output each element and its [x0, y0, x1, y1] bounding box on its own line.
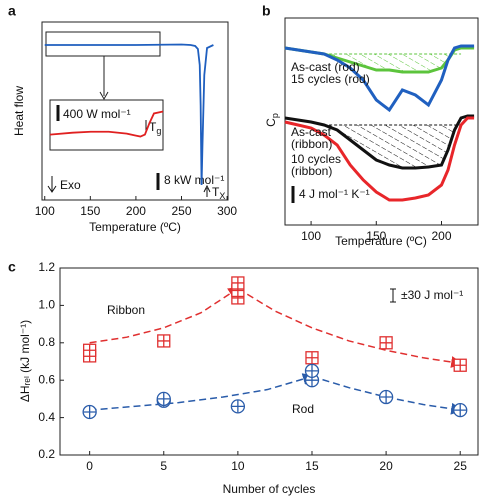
axes-frame: [59, 267, 479, 456]
x-tick-label: 0: [86, 459, 93, 473]
legend-label: As-cast (rod): [291, 60, 360, 74]
data-point: [453, 358, 467, 372]
marker-cross: [157, 392, 170, 405]
marker-cross: [380, 336, 393, 349]
cp-sub: p: [270, 113, 280, 118]
error-label: ±30 J mol⁻¹: [401, 288, 463, 302]
marker-cross: [157, 334, 170, 347]
x-axis-label: Number of cycles: [223, 482, 316, 496]
data-point: [378, 389, 394, 405]
marker-cross: [83, 344, 96, 357]
cp-line: [284, 116, 475, 202]
cp-line: [284, 44, 475, 113]
x-tick-label: 20: [379, 459, 393, 473]
relaxation-hatch: [324, 54, 452, 72]
x-tick-label: 150: [80, 204, 100, 218]
data-point: [230, 399, 246, 414]
x-tick-label: 300: [217, 204, 237, 218]
marker-cross: [454, 404, 467, 417]
exo-label: Exo: [60, 178, 81, 192]
y-tick-label: 0.8: [38, 335, 55, 349]
x-axis-label: Temperature (ºC): [89, 220, 181, 234]
y-axis-label: Cp: [264, 113, 280, 127]
cp-line: [284, 114, 475, 170]
trend-line: [311, 375, 464, 415]
marker-cross: [454, 359, 467, 372]
error-bar-glyph: [390, 288, 396, 303]
x-tick-label: 250: [171, 204, 191, 218]
x-tick-label: 100: [35, 204, 55, 218]
legend-label: 15 cycles (rod): [291, 72, 370, 86]
data-point: [157, 334, 171, 348]
panel-label: a: [8, 3, 16, 19]
panel-label: c: [8, 259, 16, 275]
tg-label: Tg: [149, 120, 161, 136]
marker-cross: [305, 351, 318, 364]
y-tick-label: 0.4: [38, 410, 55, 424]
trend-line: [89, 286, 241, 344]
trend-line: [89, 373, 315, 411]
x-tick-label: 200: [126, 204, 146, 218]
data-point: [453, 402, 468, 418]
marker-cross: [231, 276, 244, 289]
x-tick-label: 15: [305, 459, 319, 473]
zoom-arrow-head: [99, 91, 109, 101]
tx-label: TX: [212, 185, 225, 201]
axes-frame: [284, 17, 479, 226]
marker-cross: [83, 405, 96, 418]
y-axis-label: ΔHᵣₑₗ (kJ mol⁻¹): [18, 320, 32, 402]
scale-label: 8 kW mol⁻¹: [164, 173, 224, 187]
scale-label: 4 J mol⁻¹ K⁻¹: [299, 187, 370, 201]
marker-cross: [305, 364, 318, 377]
y-axis-label: Heat flow: [12, 86, 26, 136]
tx-sub: X: [219, 191, 225, 201]
x-tick-label: 150: [366, 229, 386, 243]
x-axis-label: Temperature (ºC): [335, 234, 427, 248]
marker-cross: [380, 391, 393, 404]
y-tick-label: 1.0: [38, 298, 55, 312]
x-tick-label: 25: [454, 459, 468, 473]
inset-scale-label: 400 W mol⁻¹: [63, 107, 131, 121]
legend-label: As-cast: [291, 125, 332, 139]
axes-frame: [41, 21, 229, 201]
data-point: [304, 363, 320, 379]
zoom-box: [45, 31, 161, 57]
data-point: [231, 276, 245, 290]
heat-flow-line: [44, 43, 214, 186]
tg-main: T: [149, 120, 157, 134]
y-tick-label: 0.6: [38, 372, 55, 386]
tx-arrow: [203, 184, 211, 197]
data-point: [82, 343, 97, 357]
legend-label: (ribbon): [291, 164, 332, 178]
series-label: Ribbon: [107, 303, 145, 317]
exo-arrow: [47, 176, 57, 193]
series-label: Rod: [292, 402, 314, 416]
x-tick-label: 10: [231, 459, 245, 473]
tg-sub: g: [156, 126, 161, 136]
tx-main: T: [212, 185, 220, 199]
x-tick-label: 5: [160, 459, 167, 473]
data-point: [156, 391, 171, 407]
inset-frame: [49, 99, 164, 151]
x-tick-label: 100: [301, 229, 321, 243]
y-tick-label: 1.2: [38, 260, 55, 274]
data-point: [82, 404, 97, 420]
marker-cross: [231, 400, 244, 413]
legend-label: 10 cycles: [291, 152, 341, 166]
cp-main: C: [264, 118, 278, 127]
inset-line: [49, 110, 164, 138]
data-point: [379, 336, 393, 350]
trend-line: [237, 287, 464, 368]
y-tick-label: 0.2: [38, 447, 55, 461]
panel-label: b: [262, 3, 271, 19]
relaxation-hatch: [324, 125, 458, 168]
x-tick-label: 200: [431, 229, 451, 243]
legend-label: (ribbon): [291, 137, 332, 151]
data-point: [305, 351, 319, 365]
